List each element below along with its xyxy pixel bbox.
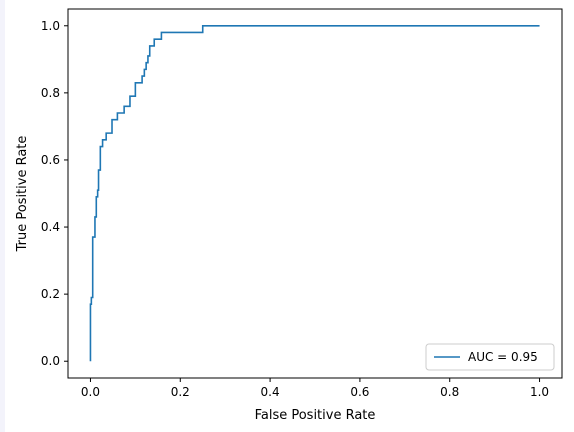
roc-curve-layer [89,24,540,362]
x-axis-label: False Positive Rate [255,408,376,423]
y-axis: 0.0 0.2 0.4 0.6 0.8 1.0 [41,19,68,368]
x-tick-label: 0.0 [81,385,100,399]
x-tick-label: 0.6 [350,385,369,399]
window-edge [0,0,5,432]
legend-box [425,343,555,371]
y-tick-label: 1.0 [41,19,60,33]
y-axis-label: True Positive Rate [15,136,30,253]
x-axis: 0.0 0.2 0.4 0.6 0.8 1.0 [81,378,549,399]
legend: AUC = 0.95 [425,343,555,371]
x-tick-label: 1.0 [530,385,549,399]
x-tick-label: 0.8 [440,385,459,399]
y-tick-label: 0.2 [41,287,60,301]
y-tick-label: 0.4 [41,220,60,234]
x-tick-label: 0.2 [171,385,190,399]
y-tick-label: 0.6 [41,153,60,167]
x-tick-label: 0.4 [261,385,280,399]
y-tick-label: 0.8 [41,86,60,100]
plot-frame [67,8,563,379]
roc-curve-line [89,24,540,362]
plot-area [67,8,563,379]
legend-label: AUC = 0.95 [468,350,538,364]
y-tick-label: 0.0 [41,354,60,368]
